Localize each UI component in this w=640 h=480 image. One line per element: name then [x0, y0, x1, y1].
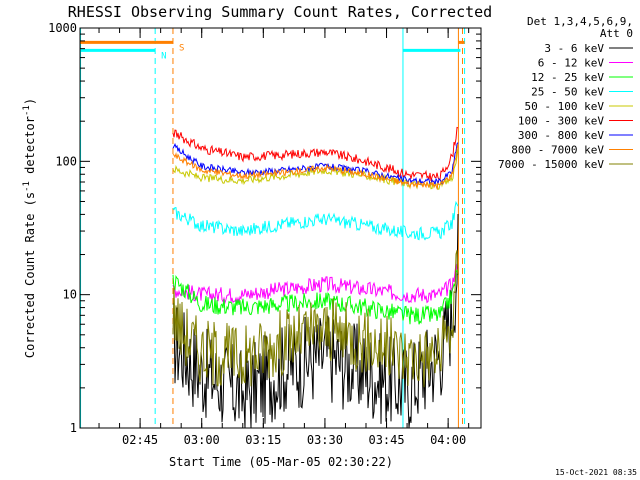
- x-tick-label-5: 04:00: [430, 433, 466, 447]
- legend-label-5: 100 - 300 keV: [518, 115, 604, 128]
- legend-label-7: 800 - 7000 keV: [511, 144, 604, 157]
- series-line-0: [172, 213, 459, 429]
- flag-label-n: N: [161, 51, 166, 61]
- y-tick-label-2: 100: [55, 154, 77, 168]
- series-line-8: [172, 250, 459, 388]
- series-line-2: [172, 268, 459, 325]
- series-line-5: [172, 126, 459, 182]
- plot-frame: [79, 27, 482, 429]
- legend-label-3: 25 - 50 keV: [531, 86, 604, 99]
- plot-area: SN: [80, 28, 466, 429]
- legend: Det 1,3,4,5,6,9,Att 0 3 - 6 keV 6 - 12 keV…: [498, 15, 633, 171]
- legend-label-6: 300 - 800 keV: [518, 129, 604, 142]
- x-tick-label-0: 02:45: [122, 433, 158, 447]
- legend-header-1: Att 0: [600, 27, 633, 40]
- x-tick-label-4: 03:45: [368, 433, 404, 447]
- x-tick-label-3: 03:30: [307, 433, 343, 447]
- x-tick-label-1: 03:00: [184, 433, 220, 447]
- chart-title: RHESSI Observing Summary Count Rates, Co…: [68, 3, 492, 21]
- series-line-6: [172, 142, 459, 186]
- legend-label-0: 3 - 6 keV: [544, 42, 604, 55]
- y-axis-label-sup2: -1: [22, 105, 32, 116]
- x-axis-label: Start Time (05-Mar-05 02:30:22): [169, 455, 393, 469]
- flag-label-s: S: [179, 43, 184, 53]
- y-tick-label-1: 10: [63, 288, 77, 302]
- series-line-7: [172, 144, 459, 191]
- y-axis-label-end: ): [23, 98, 37, 105]
- legend-label-8: 7000 - 15000 keV: [498, 158, 604, 171]
- y-axis-label-sup1: -1: [22, 181, 32, 192]
- legend-label-1: 6 - 12 keV: [538, 57, 605, 70]
- timestamp: 15-Oct-2021 08:35: [555, 468, 637, 477]
- x-tick-label-2: 03:15: [245, 433, 281, 447]
- legend-label-2: 12 - 25 keV: [531, 71, 604, 84]
- y-axis-label-main: Corrected Count Rate (s: [23, 192, 37, 358]
- y-tick-label-0: 1: [70, 421, 77, 435]
- y-axis-label-mid: detector: [23, 116, 37, 181]
- series-line-3: [172, 200, 459, 241]
- legend-header-0: Det 1,3,4,5,6,9,: [527, 15, 633, 28]
- y-axis-label: Corrected Count Rate (s-1 detector-1): [22, 98, 37, 358]
- legend-label-4: 50 - 100 keV: [525, 100, 605, 113]
- axes: 1 10 100 1000 02:45 03:00 03:15 03:30 03:45 04:00: [48, 21, 482, 447]
- y-tick-label-3: 1000: [48, 21, 77, 35]
- series-line-1: [172, 264, 459, 305]
